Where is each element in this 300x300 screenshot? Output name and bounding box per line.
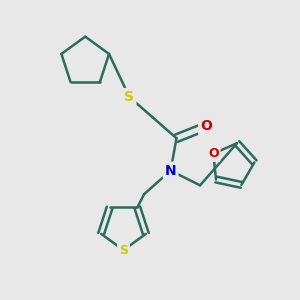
Text: S: S xyxy=(119,244,128,256)
Text: O: O xyxy=(200,119,212,134)
Text: S: S xyxy=(124,90,134,104)
Text: N: N xyxy=(165,164,176,178)
Text: O: O xyxy=(208,147,219,160)
